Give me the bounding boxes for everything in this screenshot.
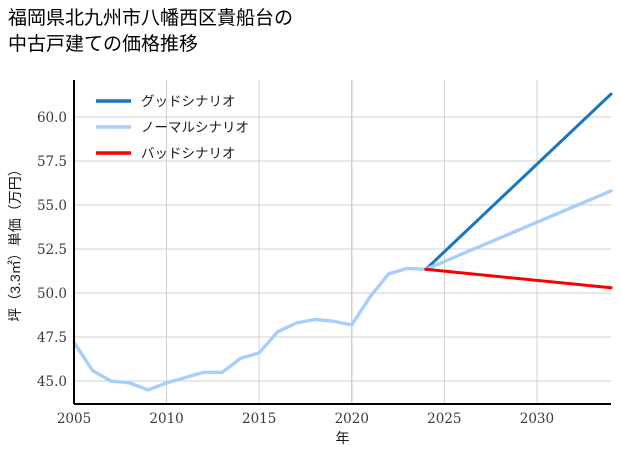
x-tick-labels-group: 2005 2010 2015 2020 2025 2030 <box>57 411 554 427</box>
chart-title: 福岡県北九州市八幡西区貴船台の 中古戸建ての価格推移 <box>8 8 294 55</box>
x-tick-label: 2025 <box>427 411 461 427</box>
y-tick-labels-group: 45.0 47.5 50.0 52.5 55.0 57.5 60.0 <box>37 110 67 390</box>
x-axis-title: 年 <box>336 430 350 446</box>
series-line-グッドシナリオ <box>424 92 613 271</box>
series-line-バッドシナリオ <box>424 267 613 290</box>
legend-label-バッドシナリオ: バッドシナリオ <box>141 146 236 162</box>
y-tick-label: 47.5 <box>37 330 67 346</box>
y-tick-label: 55.0 <box>37 198 67 214</box>
y-tick-label: 45.0 <box>37 374 67 390</box>
legend-label-グッドシナリオ: グッドシナリオ <box>141 94 236 110</box>
axis-spines-group <box>73 80 611 405</box>
x-tick-label: 2030 <box>520 411 554 427</box>
y-tick-label: 60.0 <box>37 110 67 126</box>
y-tick-label: 52.5 <box>37 242 67 258</box>
y-axis-title: 坪（3.3㎡）単価（万円） <box>7 162 23 321</box>
x-tick-label: 2015 <box>242 411 276 427</box>
series-group <box>72 92 613 392</box>
x-tick-label: 2020 <box>335 411 369 427</box>
legend-label-ノーマルシナリオ: ノーマルシナリオ <box>141 120 249 136</box>
y-tick-label: 50.0 <box>37 286 67 302</box>
y-tick-label: 57.5 <box>37 154 67 170</box>
x-tick-label: 2005 <box>57 411 91 427</box>
x-tick-label: 2010 <box>149 411 183 427</box>
series-line-ノーマルシナリオ <box>72 189 613 392</box>
